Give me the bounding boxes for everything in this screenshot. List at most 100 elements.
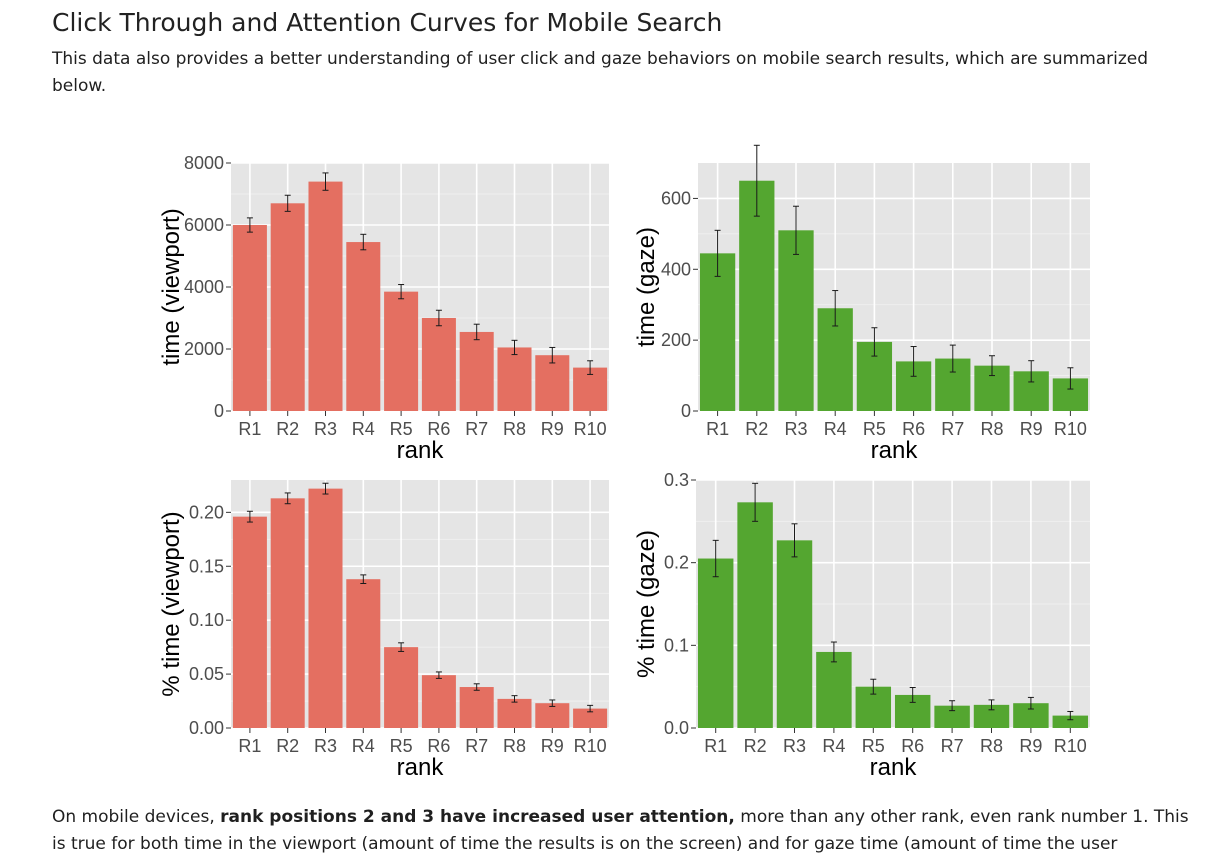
error-bar-r7 xyxy=(949,700,956,712)
error-bar-r9 xyxy=(1027,696,1034,710)
bar-r5 xyxy=(384,647,419,728)
bar-r1 xyxy=(232,516,267,728)
x-tick-label: R6 xyxy=(427,736,450,756)
bar-r8 xyxy=(497,347,532,411)
x-tick-label: R3 xyxy=(314,736,337,756)
bar-r2 xyxy=(270,203,305,411)
x-tick-label: R8 xyxy=(503,736,526,756)
x-axis-title: rank xyxy=(870,754,918,781)
x-tick-label: R9 xyxy=(541,419,564,439)
y-tick-label: 0.1 xyxy=(664,635,689,655)
y-tick-label: 200 xyxy=(661,330,691,350)
x-tick-label: R1 xyxy=(706,419,729,439)
x-tick-label: R7 xyxy=(465,419,488,439)
error-bar-r8 xyxy=(511,695,518,703)
bar-r8 xyxy=(973,704,1010,728)
bar-r2 xyxy=(739,180,775,411)
x-tick-label: R8 xyxy=(980,419,1003,439)
error-bar-r2 xyxy=(753,144,760,217)
x-tick-label: R5 xyxy=(390,736,413,756)
x-tick-label: R9 xyxy=(541,736,564,756)
y-tick-label: 0.20 xyxy=(189,502,224,522)
x-tick-label: R10 xyxy=(574,736,607,756)
x-tick-label: R6 xyxy=(902,419,925,439)
x-tick-label: R2 xyxy=(744,736,767,756)
x-tick-label: R6 xyxy=(901,736,924,756)
bar-r4 xyxy=(816,651,852,728)
bar-r10 xyxy=(1052,715,1089,728)
y-axis-title: time (viewport) xyxy=(158,208,185,365)
error-bar-r4 xyxy=(360,233,367,251)
error-bar-r4 xyxy=(360,574,367,585)
x-tick-label: R9 xyxy=(1019,736,1042,756)
bar-r5 xyxy=(384,291,419,411)
y-tick-label: 0.0 xyxy=(664,718,689,738)
error-bar-r7 xyxy=(949,344,956,373)
chart-viewport-time: 0 2000 4000 6000 8000 R1 R2 R3 R4 R5 R6 R7 R8 R9 R10 ra… xyxy=(158,153,609,464)
y-axis-title: % time (gaze) xyxy=(633,530,660,678)
x-tick-label: R3 xyxy=(783,736,806,756)
bar-r7 xyxy=(459,331,494,411)
x-tick-label: R1 xyxy=(704,736,727,756)
error-bar-r6 xyxy=(909,686,916,703)
bar-r1 xyxy=(697,558,734,728)
y-tick-label: 0.3 xyxy=(664,470,689,490)
bar-r9 xyxy=(535,703,570,728)
error-bar-r9 xyxy=(1028,360,1035,383)
x-tick-label: R8 xyxy=(980,736,1003,756)
outro-bold-text: rank positions 2 and 3 have increased us… xyxy=(220,807,735,827)
y-axis-title: % time (viewport) xyxy=(158,511,185,696)
error-bar-r5 xyxy=(398,642,405,652)
outro-text-start: On mobile devices, xyxy=(52,807,221,827)
x-tick-label: R8 xyxy=(503,419,526,439)
error-bar-r3 xyxy=(322,482,329,495)
y-tick-label: 0.05 xyxy=(189,664,224,684)
chart-gaze-time: 0 200 400 600 R1 R2 R3 R4 R5 R6 R7 R8 R9 R10 rank time … xyxy=(633,144,1090,464)
x-tick-label: R7 xyxy=(465,736,488,756)
error-bar-r5 xyxy=(871,327,878,357)
y-tick-label: 4000 xyxy=(184,277,224,297)
outro-paragraph: On mobile devices, rank positions 2 and … xyxy=(52,804,1202,858)
error-bar-r10 xyxy=(1067,367,1074,390)
bar-r2 xyxy=(737,502,773,728)
y-axis-title: time (gaze) xyxy=(633,227,660,347)
error-bar-r3 xyxy=(322,172,329,191)
error-bar-r2 xyxy=(284,194,291,212)
y-tick-label: 0.00 xyxy=(189,718,224,738)
error-bar-r1 xyxy=(714,229,721,277)
bar-r1 xyxy=(699,253,736,411)
bar-r7 xyxy=(934,705,970,728)
y-tick-label: 600 xyxy=(661,188,691,208)
error-bar-r7 xyxy=(473,323,480,341)
x-tick-label: R1 xyxy=(238,419,261,439)
bar-r6 xyxy=(421,675,456,728)
bar-r3 xyxy=(308,488,343,728)
bar-r3 xyxy=(778,230,814,411)
error-bar-r8 xyxy=(511,339,518,356)
chart-viewport-percent: 0.00 0.05 0.10 0.15 0.20 R1 R2 R3 R4 R5 R6 R7 R8 R9 R1… xyxy=(158,480,609,781)
y-tick-label: 0.15 xyxy=(189,556,224,576)
x-tick-label: R2 xyxy=(276,736,299,756)
y-tick-label: 0.10 xyxy=(189,610,224,630)
x-tick-label: R5 xyxy=(390,419,413,439)
x-axis-title: rank xyxy=(871,437,919,464)
intro-paragraph: This data also provides a better underst… xyxy=(52,49,1149,96)
y-tick-label: 2000 xyxy=(184,339,224,359)
x-tick-label: R3 xyxy=(784,419,807,439)
x-tick-label: R2 xyxy=(276,419,299,439)
bar-r3 xyxy=(308,181,343,411)
y-tick-label: 6000 xyxy=(184,215,224,235)
x-axis-title: rank xyxy=(397,754,445,781)
x-tick-label: R9 xyxy=(1020,419,1043,439)
error-bar-r4 xyxy=(832,290,839,327)
bar-r9 xyxy=(535,355,570,411)
error-bar-r4 xyxy=(830,641,837,663)
x-tick-label: R7 xyxy=(941,736,964,756)
error-bar-r10 xyxy=(1067,710,1074,721)
error-bar-r6 xyxy=(435,671,442,679)
x-tick-label: R6 xyxy=(427,419,450,439)
x-tick-label: R4 xyxy=(824,419,847,439)
bar-r10 xyxy=(573,708,608,728)
error-bar-r10 xyxy=(587,704,594,713)
error-bar-r3 xyxy=(791,523,798,558)
